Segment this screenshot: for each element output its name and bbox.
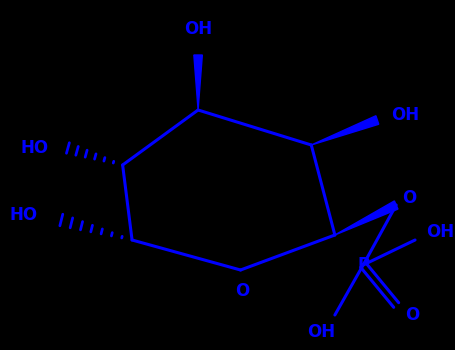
Text: HO: HO [21, 139, 49, 157]
Text: O: O [235, 282, 249, 300]
Text: P: P [357, 256, 369, 274]
Polygon shape [335, 201, 398, 235]
Text: OH: OH [184, 20, 212, 38]
Text: OH: OH [426, 223, 455, 241]
Polygon shape [194, 55, 202, 110]
Text: OH: OH [391, 106, 420, 124]
Text: O: O [405, 306, 420, 324]
Text: OH: OH [307, 323, 335, 341]
Text: HO: HO [10, 206, 38, 224]
Text: O: O [402, 189, 416, 207]
Polygon shape [311, 116, 379, 145]
